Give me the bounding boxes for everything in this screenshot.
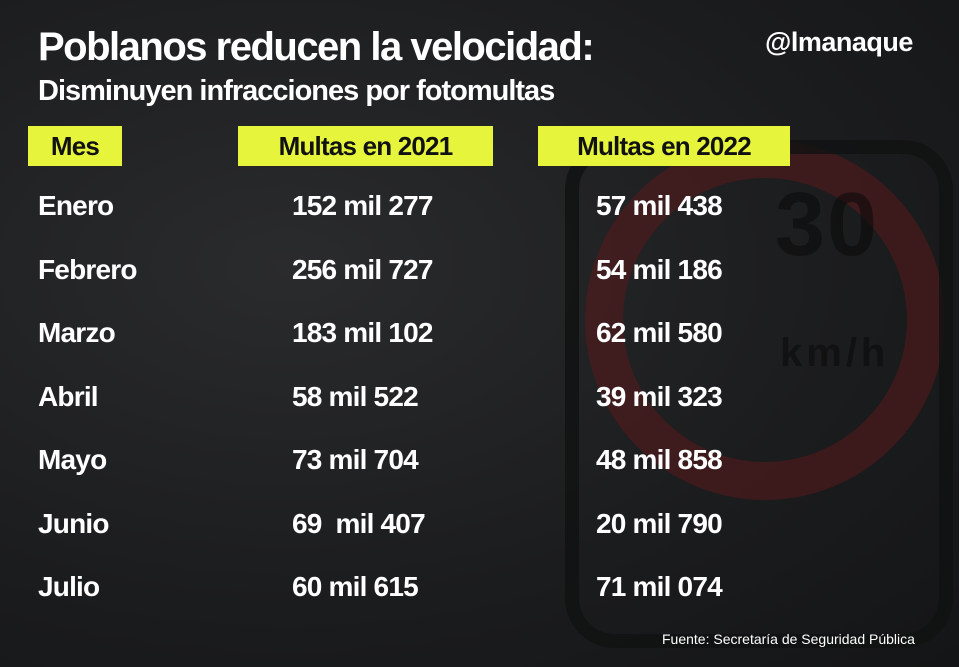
header-2022: Multas en 2022 xyxy=(538,126,790,166)
fines-2021-cell: 73 mil 704 xyxy=(292,444,419,475)
fines-2021-cell: 69 mil 407 xyxy=(292,507,426,539)
month-cell: Marzo xyxy=(38,317,116,348)
month-cell: Julio xyxy=(38,571,100,602)
brand-logo: @lmanaque xyxy=(765,27,913,57)
fines-2022-cell: 39 mil 323 xyxy=(596,380,723,412)
fines-2021-cell: 60 mil 615 xyxy=(292,571,419,602)
fines-2021-cell: 256 mil 727 xyxy=(292,253,433,285)
month-cell: Febrero xyxy=(38,253,137,285)
fines-2021-cell: 58 mil 522 xyxy=(292,380,419,412)
fines-2021-cell: 152 mil 277 xyxy=(292,190,433,221)
source-note: Fuente: Secretaría de Seguridad Pública xyxy=(662,631,915,647)
page-subtitle: Disminuyen infracciones por fotomultas xyxy=(38,75,555,107)
header-mes: Mes xyxy=(28,126,122,166)
month-cell: Mayo xyxy=(38,444,107,475)
month-cell: Junio xyxy=(38,507,109,539)
fines-2022-cell: 48 mil 858 xyxy=(596,444,723,475)
month-cell: Abril xyxy=(38,380,99,412)
fines-2022-cell: 62 mil 580 xyxy=(596,317,723,348)
fines-2022-cell: 20 mil 790 xyxy=(596,507,723,539)
speed-sign-unit: km/h xyxy=(780,331,890,375)
fines-2021-cell: 183 mil 102 xyxy=(292,317,433,348)
page-title: Poblanos reducen la velocidad: xyxy=(38,25,595,69)
header-2021: Multas en 2021 xyxy=(238,126,493,166)
month-cell: Enero xyxy=(38,190,114,221)
fines-2022-cell: 57 mil 438 xyxy=(596,190,723,221)
fines-2022-cell: 54 mil 186 xyxy=(596,253,723,285)
speed-sign-number: 30 xyxy=(775,175,880,275)
fines-2022-cell: 71 mil 074 xyxy=(596,571,723,602)
